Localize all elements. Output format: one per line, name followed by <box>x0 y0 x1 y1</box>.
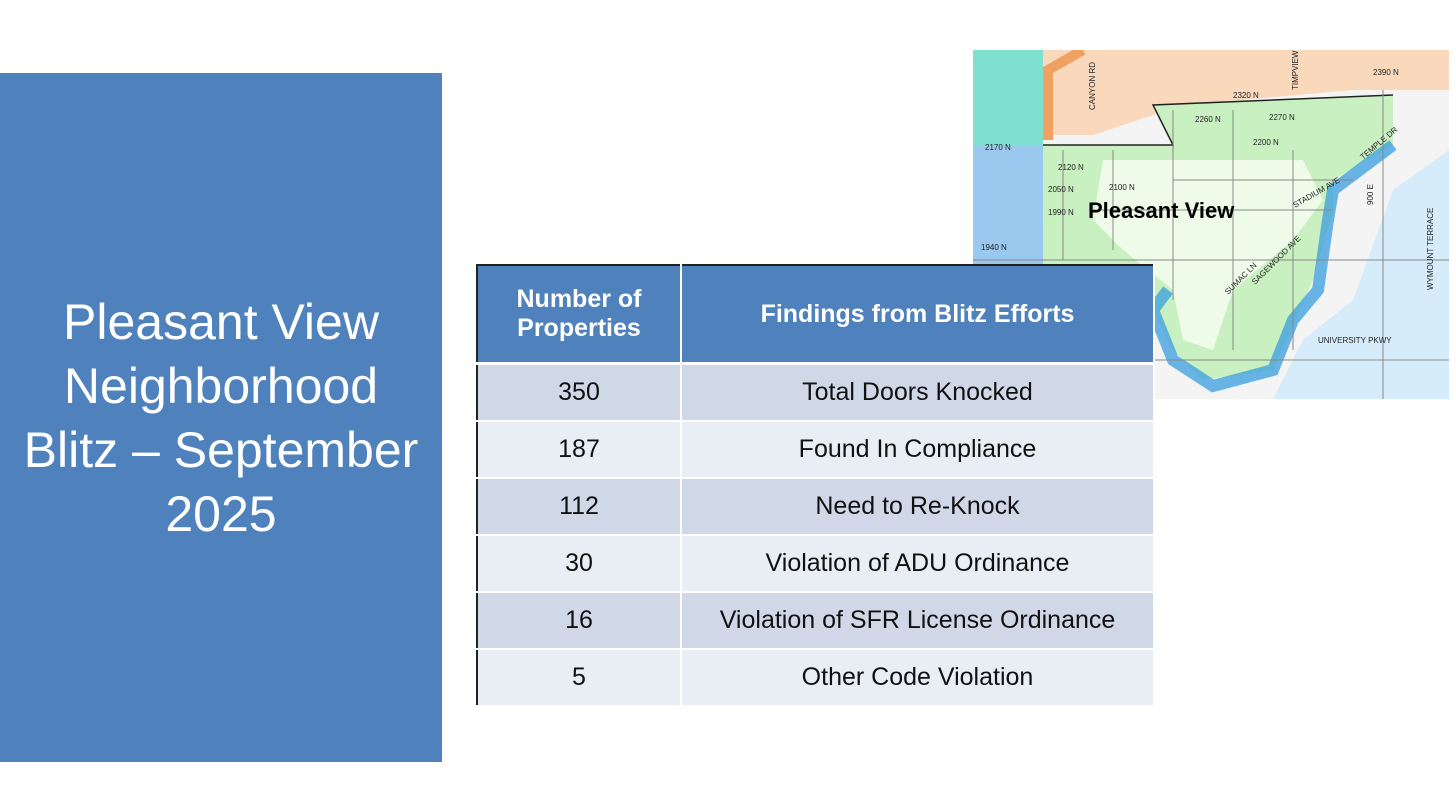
finding-cell: Other Code Violation <box>681 649 1155 707</box>
slide-title: Pleasant View Neighborhood Blitz – Septe… <box>23 293 419 542</box>
street-label: 2200 N <box>1253 138 1279 147</box>
street-label: 2170 N <box>985 143 1011 152</box>
title-panel: Pleasant View Neighborhood Blitz – Septe… <box>0 73 442 762</box>
map: Pleasant View CANYON RD 2320 N 2270 N 2260 … <box>973 50 1449 399</box>
count-cell: 5 <box>477 649 682 707</box>
count-cell: 30 <box>477 535 682 593</box>
street-label: 2050 N <box>1048 185 1074 194</box>
header-row: Number of Properties Findings from Blitz… <box>477 265 1155 365</box>
table-row: 30 Violation of ADU Ordinance <box>477 535 1155 593</box>
finding-cell: Need to Re-Knock <box>681 478 1155 536</box>
table-row: 187 Found In Compliance <box>477 421 1155 479</box>
table-row: 350 Total Doors Knocked <box>477 363 1155 422</box>
street-label: 2120 N <box>1058 163 1084 172</box>
street-label: WYMOUNT TERRACE <box>1426 208 1435 290</box>
table-row: 112 Need to Re-Knock <box>477 478 1155 536</box>
table-body: 350 Total Doors Knocked 187 Found In Compli… <box>477 363 1155 707</box>
count-cell: 112 <box>477 478 682 536</box>
street-label: 1940 N <box>981 243 1007 252</box>
count-cell: 16 <box>477 592 682 650</box>
count-cell: 187 <box>477 421 682 479</box>
street-label: 2260 N <box>1195 115 1221 124</box>
map-label: Pleasant View <box>1088 198 1235 223</box>
finding-cell: Violation of ADU Ordinance <box>681 535 1155 593</box>
finding-cell: Found In Compliance <box>681 421 1155 479</box>
finding-cell: Violation of SFR License Ordinance <box>681 592 1155 650</box>
findings-table: Number of Properties Findings from Blitz… <box>476 264 1155 707</box>
street-label: TIMPVIEW <box>1291 50 1300 90</box>
table-row: 5 Other Code Violation <box>477 649 1155 707</box>
finding-cell: Total Doors Knocked <box>681 363 1155 422</box>
street-label: 2390 N <box>1373 68 1399 77</box>
street-label: 2320 N <box>1233 91 1259 100</box>
street-label: CANYON RD <box>1088 62 1097 110</box>
header-cell: Findings from Blitz Efforts <box>681 265 1155 365</box>
street-label: UNIVERSITY PKWY <box>1318 336 1392 345</box>
street-label: 2270 N <box>1269 113 1295 122</box>
table-row: 16 Violation of SFR License Ordinance <box>477 592 1155 650</box>
street-label: 2100 N <box>1109 183 1135 192</box>
count-cell: 350 <box>477 363 682 422</box>
street-label: 1990 N <box>1048 208 1074 217</box>
street-label: 900 E <box>1366 184 1375 205</box>
header-cell: Number of Properties <box>477 265 682 365</box>
